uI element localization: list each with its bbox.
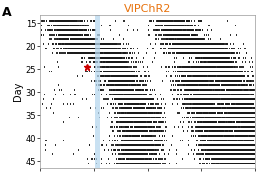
Y-axis label: Day: Day bbox=[13, 82, 23, 101]
Bar bbox=[95, 15, 100, 168]
Title: VIPChR2: VIPChR2 bbox=[124, 4, 171, 14]
Text: A: A bbox=[2, 6, 11, 19]
